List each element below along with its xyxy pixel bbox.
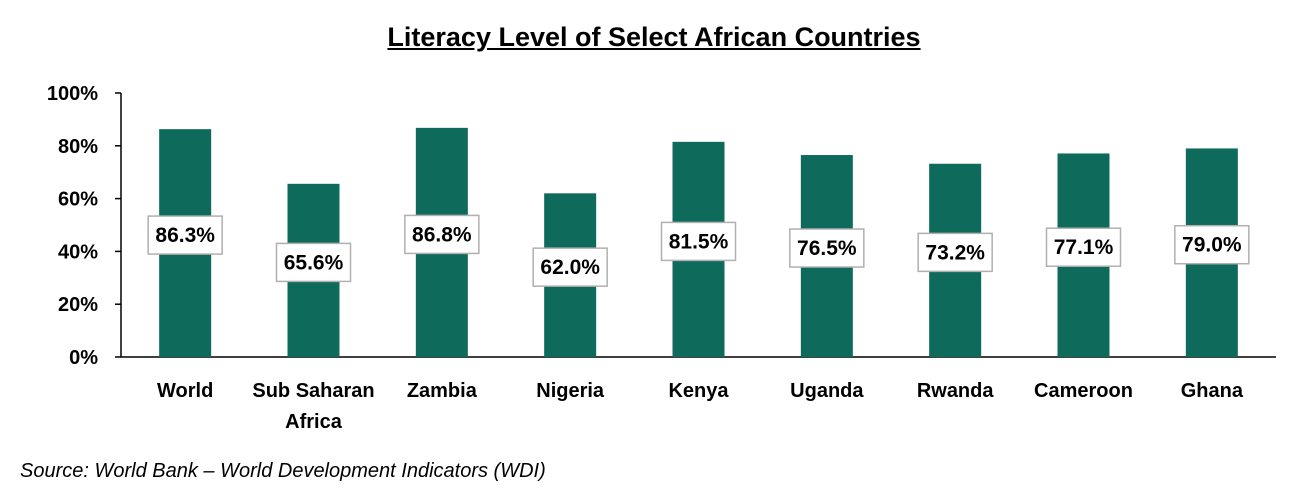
data-label-box — [789, 228, 865, 268]
category-label: Cameroon — [1034, 380, 1133, 402]
y-tick-label: 60% — [58, 189, 98, 211]
data-label: 79.0% — [1182, 234, 1242, 257]
y-tick-label: 0% — [69, 347, 98, 369]
category-label: Sub Saharan — [252, 380, 374, 402]
data-label-box — [147, 215, 223, 255]
source-note: Source: World Bank – World Development I… — [20, 460, 546, 482]
data-label-box — [917, 232, 993, 273]
y-tick-label: 20% — [58, 294, 98, 316]
data-label-box — [1174, 224, 1250, 265]
category-label: Ghana — [1181, 380, 1244, 402]
category-label: Zambia — [407, 380, 478, 402]
data-label: 81.5% — [669, 230, 729, 253]
category-label: Africa — [285, 411, 343, 433]
data-label-box — [660, 221, 737, 262]
data-label: 73.2% — [925, 241, 985, 264]
y-tick-label: 40% — [58, 241, 98, 263]
data-label: 86.3% — [155, 224, 215, 247]
data-label: 65.6% — [284, 251, 344, 274]
data-label: 77.1% — [1054, 236, 1114, 259]
category-label: Uganda — [790, 380, 864, 402]
chart-title: Literacy Level of Select African Countri… — [387, 22, 921, 52]
y-tick-label: 80% — [58, 136, 98, 158]
category-label: Kenya — [668, 380, 729, 402]
data-label: 76.5% — [797, 237, 857, 260]
data-label: 86.8% — [412, 223, 472, 246]
category-label: Nigeria — [536, 380, 605, 402]
data-label-box — [404, 214, 480, 255]
data-label-box — [275, 242, 352, 283]
data-label: 62.0% — [540, 256, 600, 279]
category-label: World — [157, 380, 213, 402]
y-tick-label: 100% — [47, 83, 98, 105]
data-label-box — [532, 247, 608, 287]
category-label: Rwanda — [917, 380, 995, 402]
data-label-box — [1045, 227, 1122, 267]
